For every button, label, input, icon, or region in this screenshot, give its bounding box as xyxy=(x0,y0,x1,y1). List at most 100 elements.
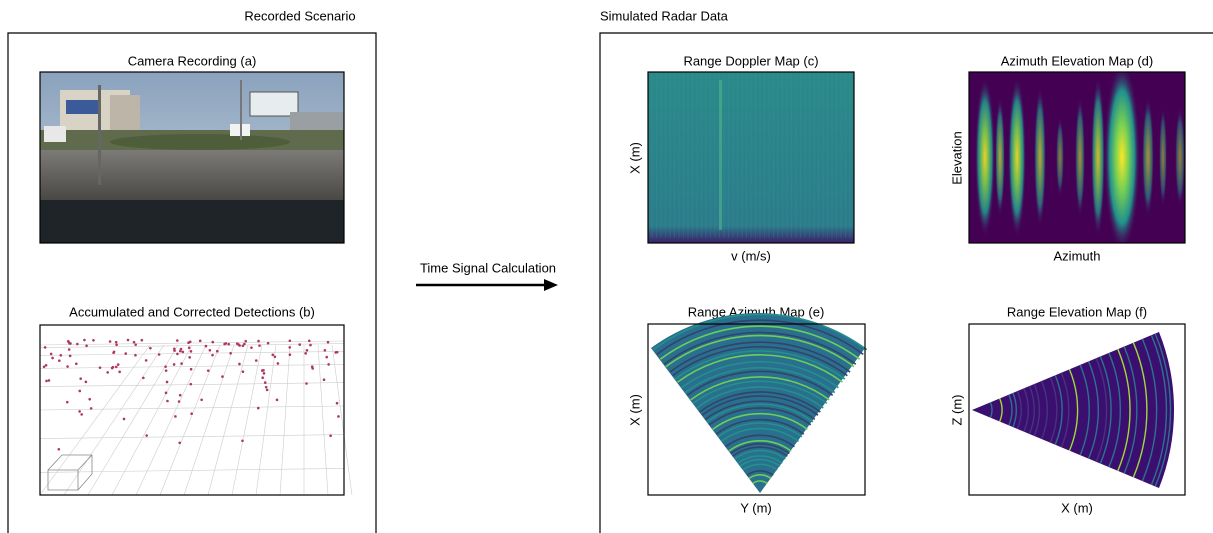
range-arc xyxy=(734,449,786,460)
detection-point xyxy=(166,399,169,403)
detections-image xyxy=(39,325,353,496)
map-title: Range Elevation Map (f) xyxy=(1007,304,1147,319)
detection-point xyxy=(83,338,86,342)
lobe xyxy=(1075,97,1085,217)
range-arc xyxy=(721,427,799,442)
grid-line xyxy=(255,344,277,496)
range-arc xyxy=(728,440,792,452)
detection-point xyxy=(45,379,48,383)
detection-point xyxy=(176,352,179,356)
grid-line xyxy=(39,382,345,387)
detection-point xyxy=(111,365,115,369)
detection-point xyxy=(134,353,137,357)
detection-point xyxy=(178,393,182,397)
detection-point xyxy=(335,401,339,405)
detection-point xyxy=(189,382,193,386)
range-arc xyxy=(752,480,768,485)
grid-line xyxy=(39,468,345,473)
detection-point xyxy=(273,355,277,359)
detection-point xyxy=(189,367,193,371)
y-axis-label: X (m) xyxy=(627,142,642,174)
range-arc xyxy=(1095,357,1108,463)
detection-point xyxy=(115,343,118,347)
detection-point xyxy=(67,348,71,351)
detection-point xyxy=(92,339,95,342)
detection-point xyxy=(132,340,136,344)
detection-point xyxy=(157,353,161,356)
detection-point xyxy=(126,338,130,342)
range-arc xyxy=(686,370,834,397)
map-frame xyxy=(647,71,855,244)
detection-point xyxy=(118,370,121,374)
range-arc xyxy=(1028,385,1035,435)
detection-point xyxy=(68,354,72,358)
detection-point xyxy=(89,407,93,410)
range-arc xyxy=(669,341,851,373)
detection-point xyxy=(265,388,269,392)
range-arc xyxy=(699,391,821,413)
map-title: Azimuth Elevation Map (d) xyxy=(1001,53,1153,68)
detection-point xyxy=(305,382,308,385)
detection-point xyxy=(311,367,314,370)
grid-line xyxy=(111,344,193,496)
detection-point xyxy=(250,346,253,349)
detection-point xyxy=(88,397,92,401)
x-axis-label: Y (m) xyxy=(740,500,772,515)
x-axis-label: X (m) xyxy=(1061,500,1093,515)
range-arc xyxy=(989,402,993,418)
detection-point xyxy=(142,376,145,380)
grid-line xyxy=(135,344,207,496)
range-arc xyxy=(663,331,857,365)
range-arc xyxy=(1033,383,1041,437)
y-axis-label: Z (m) xyxy=(949,394,964,425)
lobe xyxy=(1104,72,1140,243)
detection-point xyxy=(335,350,339,354)
arrow-label: Time Signal Calculation xyxy=(420,260,556,275)
map-title: Range Doppler Map (c) xyxy=(683,53,818,68)
detection-point xyxy=(76,342,79,346)
detection-point xyxy=(106,371,109,374)
detection-point xyxy=(69,342,72,345)
detection-point xyxy=(262,368,265,372)
detection-point xyxy=(144,359,148,362)
detection-point xyxy=(337,415,340,418)
detection-point xyxy=(200,398,203,402)
image-frame xyxy=(39,324,345,496)
image-frame xyxy=(39,71,345,244)
range-doppler-map xyxy=(648,72,854,243)
range-arc xyxy=(1099,356,1112,464)
detection-point xyxy=(243,342,246,346)
detection-point xyxy=(187,346,191,350)
range-arc xyxy=(696,386,824,409)
detection-point xyxy=(174,415,177,418)
detection-point xyxy=(229,351,232,355)
detection-point xyxy=(47,379,51,382)
grid-line xyxy=(39,434,345,439)
range-arc xyxy=(712,412,808,430)
range-arc xyxy=(1054,375,1063,445)
arrow-head xyxy=(544,279,558,291)
range-arc xyxy=(715,418,805,435)
map-frame xyxy=(647,323,866,496)
lobe xyxy=(1142,97,1154,217)
detection-point xyxy=(181,350,185,354)
detection-point xyxy=(140,338,144,342)
detection-point xyxy=(276,362,280,365)
detection-point xyxy=(288,346,292,349)
detection-point xyxy=(257,339,260,343)
grid-line xyxy=(39,364,345,369)
range-arc xyxy=(999,398,1003,422)
detection-point xyxy=(208,349,212,352)
detection-point xyxy=(329,434,332,437)
detection-point xyxy=(298,343,302,346)
detection-point xyxy=(288,339,292,343)
detection-point xyxy=(266,341,270,345)
ego-vehicle xyxy=(47,454,93,491)
lobe xyxy=(975,77,995,237)
range-arc xyxy=(739,458,781,467)
detection-point xyxy=(172,363,176,366)
range-arc xyxy=(732,446,788,457)
range-elevation-map xyxy=(969,324,1185,495)
detection-point xyxy=(322,378,326,381)
grid-line xyxy=(159,344,221,496)
